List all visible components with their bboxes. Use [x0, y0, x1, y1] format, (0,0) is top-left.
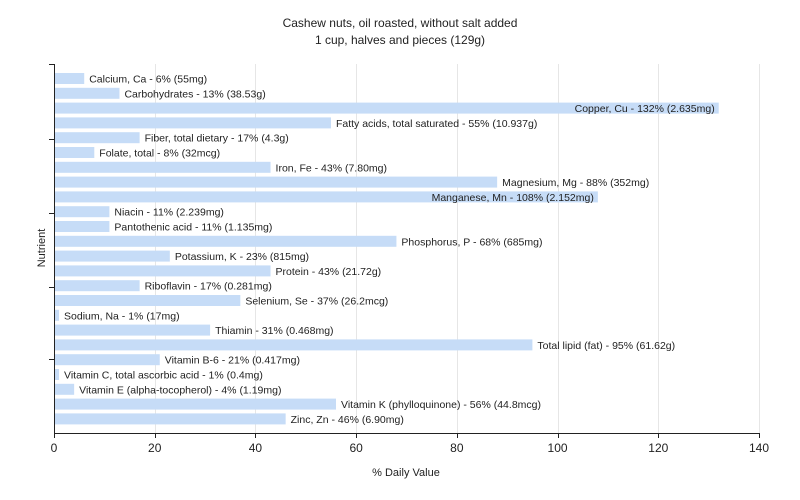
bar-label: Vitamin K (phylloquinone) - 56% (44.8mcg…	[341, 399, 541, 411]
x-tick-label: 80	[450, 441, 464, 455]
x-tick-label: 140	[749, 441, 769, 455]
bar	[55, 398, 336, 410]
bar	[55, 161, 271, 173]
bar	[55, 324, 211, 336]
x-tick-label: 20	[148, 441, 162, 455]
bar-label: Fiber, total dietary - 17% (4.3g)	[145, 133, 289, 145]
axes	[54, 64, 759, 434]
bar	[55, 265, 271, 277]
bars	[55, 73, 719, 425]
bar-labels: Calcium, Ca - 6% (55mg) Carbohydrates - 1…	[64, 74, 715, 426]
chart-title: Cashew nuts, oil roasted, without salt a…	[282, 16, 518, 30]
bar	[55, 102, 719, 114]
bar	[55, 117, 331, 129]
x-tick-label: 120	[648, 441, 668, 455]
x-tick-label: 60	[349, 441, 363, 455]
bar-label: Calcium, Ca - 6% (55mg)	[89, 74, 207, 86]
x-axis-title: % Daily Value	[372, 467, 440, 479]
bar-label: Thiamin - 31% (0.468mg)	[215, 325, 333, 337]
bar	[55, 413, 286, 425]
x-ticks: 0 20 40 60 80 100 120 140	[49, 64, 769, 455]
bar-label: Folate, total - 8% (32mcg)	[99, 148, 220, 160]
bar	[55, 295, 241, 306]
bar	[55, 339, 533, 351]
bar	[55, 250, 170, 262]
bar	[55, 73, 85, 84]
bar-label: Potassium, K - 23% (815mg)	[175, 251, 309, 263]
bar	[55, 369, 60, 380]
bar	[55, 206, 110, 218]
x-tick-label: 0	[51, 441, 58, 455]
bar-label: Carbohydrates - 13% (38.53g)	[124, 88, 265, 100]
bar	[55, 280, 140, 292]
bar-label: Pantothenic acid - 11% (1.135mg)	[114, 222, 272, 234]
bar-label: Copper, Cu - 132% (2.635mg)	[575, 103, 715, 115]
bar	[55, 176, 498, 188]
bar-label: Vitamin C, total ascorbic acid - 1% (0.4…	[64, 370, 263, 382]
bar	[55, 221, 110, 232]
chart-subtitle: 1 cup, halves and pieces (129g)	[314, 33, 486, 47]
bar-label: Fatty acids, total saturated - 55% (10.9…	[336, 118, 537, 130]
bar	[55, 147, 95, 158]
y-axis-title: Nutrient	[36, 229, 48, 268]
bar-label: Riboflavin - 17% (0.281mg)	[145, 281, 272, 293]
bar	[55, 383, 75, 395]
bar-label: Protein - 43% (21.72g)	[276, 266, 382, 278]
bar	[55, 191, 598, 203]
bar-label: Iron, Fe - 43% (7.80mg)	[276, 162, 387, 174]
bar-label: Magnesium, Mg - 88% (352mg)	[502, 177, 649, 189]
bar-label: Vitamin E (alpha-tocopherol) - 4% (1.19m…	[79, 384, 281, 396]
x-tick-label: 40	[249, 441, 263, 455]
bar-label: Zinc, Zn - 46% (6.90mg)	[291, 414, 404, 426]
bar	[55, 235, 397, 247]
bar	[55, 309, 60, 321]
bar-label: Phosphorus, P - 68% (685mg)	[401, 236, 542, 248]
bar-label: Sodium, Na - 1% (17mg)	[64, 310, 180, 322]
x-tick-label: 100	[548, 441, 568, 455]
bar-label: Manganese, Mn - 108% (2.152mg)	[432, 192, 594, 204]
bar	[55, 87, 120, 99]
bar-label: Selenium, Se - 37% (26.2mcg)	[245, 296, 388, 308]
bar-label: Vitamin B-6 - 21% (0.417mg)	[165, 355, 300, 367]
bar	[55, 132, 140, 144]
bar-label: Total lipid (fat) - 95% (61.62g)	[537, 340, 675, 352]
bar-label: Niacin - 11% (2.239mg)	[114, 207, 224, 219]
bar	[55, 354, 160, 366]
